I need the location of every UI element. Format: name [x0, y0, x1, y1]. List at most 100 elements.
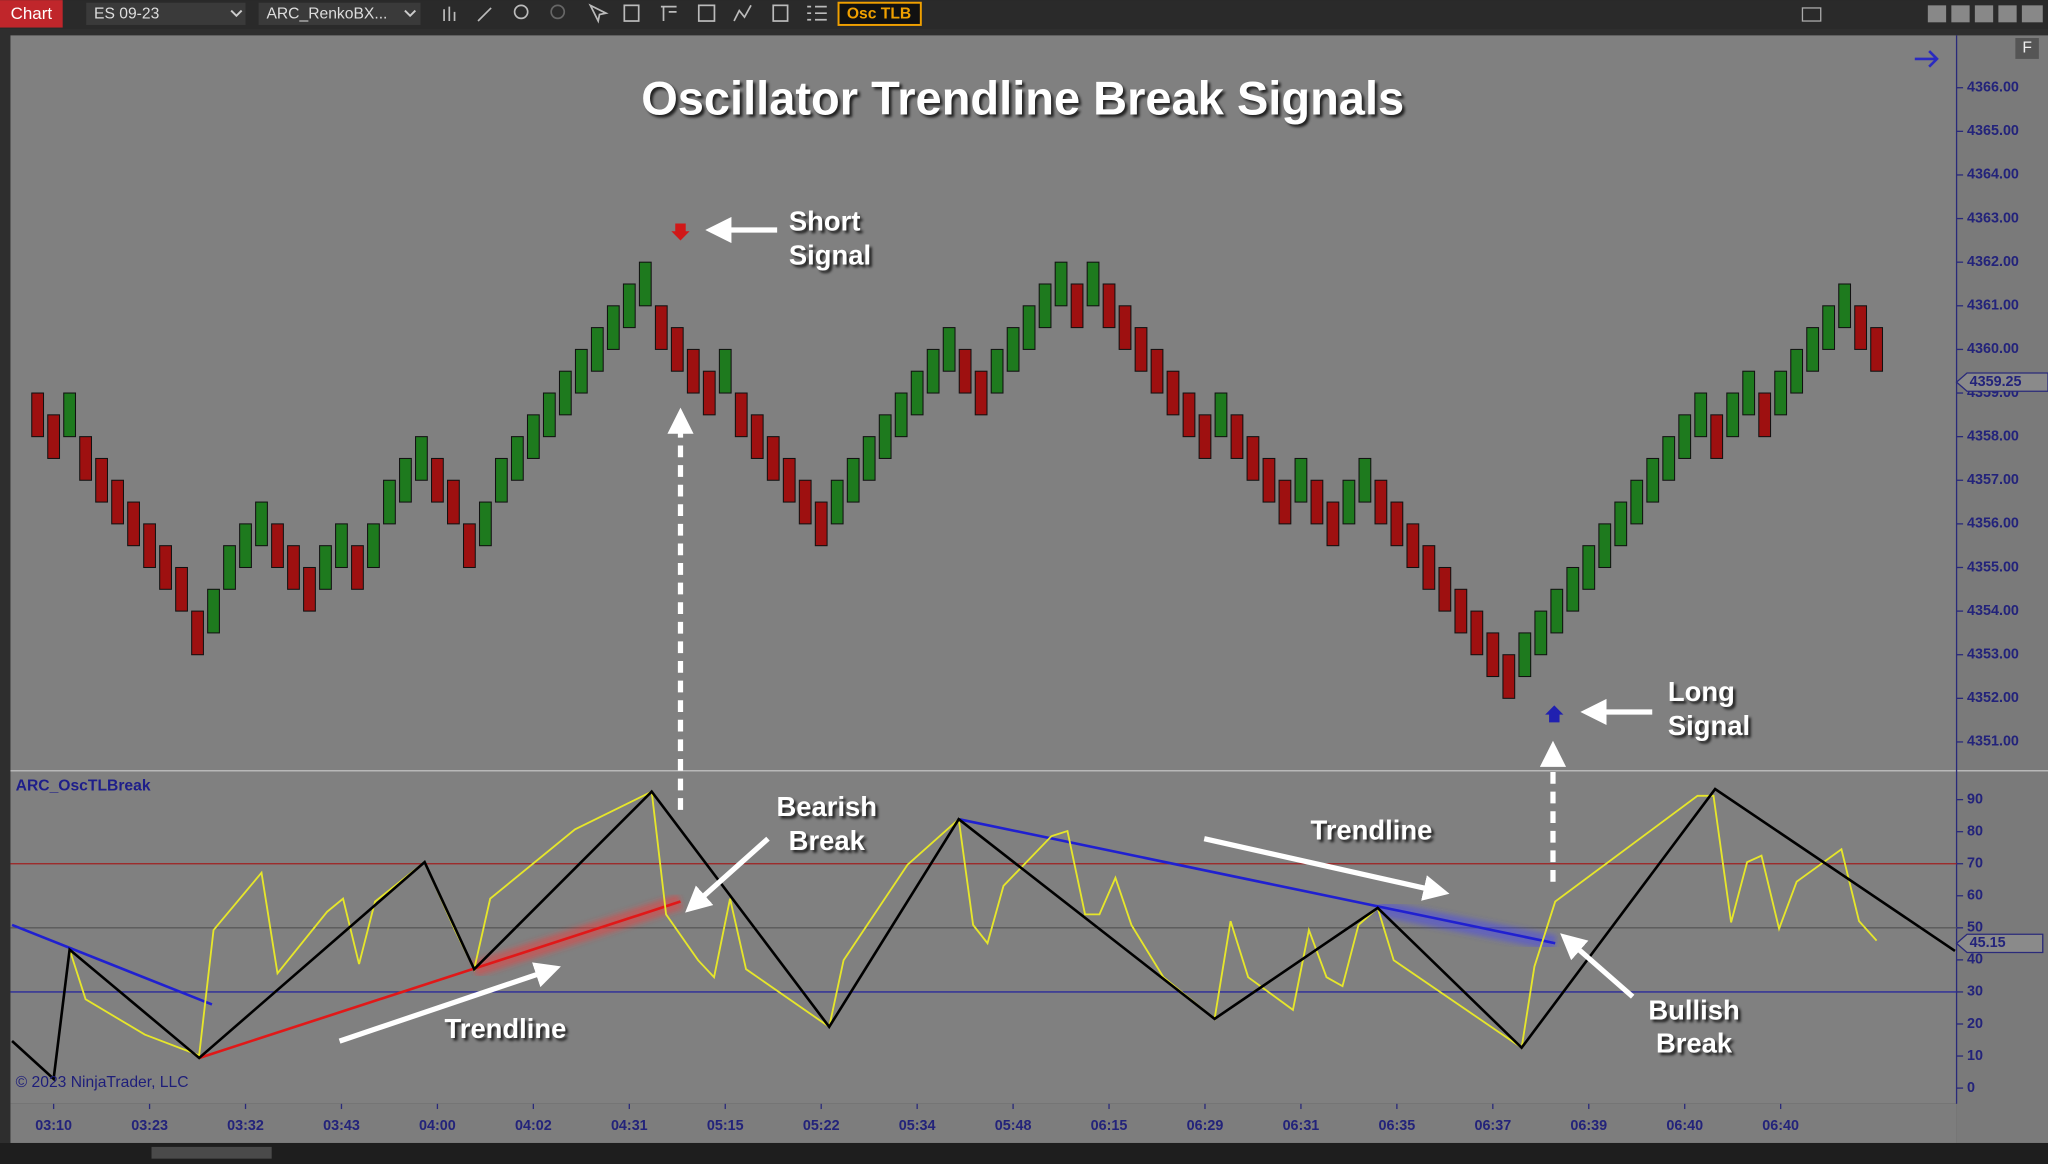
x-tick-label: 03:32 [227, 1118, 264, 1134]
renko-bar [1742, 370, 1756, 416]
y-tick-label: 80 [1967, 823, 1983, 839]
renko-bar [1038, 283, 1052, 329]
long-signal-arrow [1545, 705, 1564, 723]
scroll-thumb[interactable] [151, 1146, 272, 1159]
y-tick-label: 4357.00 [1967, 472, 2019, 488]
x-tick-label: 06:40 [1666, 1118, 1703, 1134]
renko-bar [734, 392, 748, 438]
osc-tlb-label: Osc TLB [847, 6, 911, 23]
renko-bar [1710, 414, 1724, 459]
y-tick-label: 4354.00 [1967, 603, 2019, 619]
toolbar-icons[interactable] [443, 3, 827, 24]
renko-bar [1438, 566, 1452, 612]
renko-bar [814, 501, 828, 547]
y-tick-label: 4352.00 [1967, 690, 2019, 706]
callout-arrows [338, 216, 1653, 1044]
renko-bar [1342, 479, 1356, 525]
renko-bar [526, 414, 540, 459]
renko-bar [558, 370, 572, 416]
x-tick-label: 04:31 [611, 1118, 648, 1134]
instrument-dropdown[interactable] [86, 2, 246, 25]
x-tick-label: 05:15 [707, 1118, 744, 1134]
renko-bar [1310, 479, 1324, 525]
renko-bar [1102, 283, 1116, 329]
scrollbar[interactable] [0, 1142, 2048, 1164]
x-tick-label: 05:34 [899, 1118, 936, 1134]
renko-bar [1550, 588, 1564, 634]
last-value-label: 45.15 [1970, 935, 2006, 951]
renko-bar [974, 370, 988, 416]
renko-bar [303, 566, 316, 612]
y-tick-label: 0 [1967, 1080, 1975, 1096]
renko-bar [31, 392, 45, 438]
renko-bar [1262, 457, 1276, 503]
renko-bar [383, 479, 396, 525]
renko-bar [846, 457, 860, 503]
renko-bar [766, 436, 780, 481]
renko-bar [1870, 327, 1884, 372]
renko-bar [638, 261, 652, 307]
renko-bar [1406, 523, 1420, 569]
renko-bar [830, 479, 844, 525]
renko-bar [1822, 305, 1836, 350]
renko-bar [1246, 436, 1260, 481]
scroll-right-arrow[interactable] [1914, 50, 1939, 68]
renko-bar [1118, 305, 1132, 350]
annotation: Trendline [445, 1013, 567, 1044]
osc-tlb-button[interactable] [837, 1, 922, 26]
renko-bar [1534, 610, 1548, 656]
renko-bar [1486, 632, 1500, 678]
renko-bar [271, 523, 284, 569]
renko-bar [990, 348, 1004, 394]
panel-button[interactable] [2015, 38, 2039, 59]
renko-bar [111, 479, 124, 525]
renko-bar [223, 545, 236, 590]
renko-bar [255, 501, 268, 547]
renko-bar [1422, 545, 1436, 590]
y-axis-area [1956, 35, 2048, 1143]
last-value-tag [1955, 933, 2044, 954]
renko-bar [351, 545, 364, 590]
short-signal-arrow [671, 223, 690, 241]
renko-bar [335, 523, 348, 569]
renko-bar [207, 588, 220, 634]
x-tick-label: 06:35 [1379, 1118, 1416, 1134]
renko-bar [942, 327, 956, 372]
bartype-label: ARC_RenkoBX... [266, 6, 387, 23]
renko-bar [1182, 392, 1196, 438]
renko-bar [958, 348, 972, 394]
chart-tab[interactable] [0, 0, 63, 28]
renko-bar [1070, 283, 1084, 329]
renko-bar [319, 545, 332, 590]
renko-bar [143, 523, 156, 569]
x-tick-label: 03:10 [35, 1118, 72, 1134]
x-tick-label: 06:29 [1187, 1118, 1224, 1134]
renko-bar [1470, 610, 1484, 656]
bartype-dropdown[interactable] [258, 2, 421, 25]
y-tick-label: 70 [1967, 856, 1983, 872]
renko-bar [1326, 501, 1340, 547]
oscillator-line [68, 790, 1878, 1057]
renko-bar [1294, 457, 1308, 503]
y-tick-label: 40 [1967, 952, 1983, 968]
chart-tab-label: Chart [11, 4, 53, 23]
renko-bar [1198, 414, 1212, 459]
renko-bar [1502, 654, 1516, 699]
renko-bar [462, 523, 476, 569]
renko-bar [718, 348, 732, 394]
window-buttons[interactable] [1801, 5, 2043, 23]
x-tick-label: 05:48 [995, 1118, 1032, 1134]
oscillator-line [11, 787, 1956, 1082]
y-tick-label: 90 [1967, 791, 1983, 807]
trendline [198, 900, 681, 1060]
indicator-label: ARC_OscTLBreak [16, 778, 151, 795]
y-tick-label: 4364.00 [1967, 167, 2019, 183]
renko-bar [1518, 632, 1532, 678]
renko-bar [1166, 370, 1180, 416]
renko-bar [622, 283, 636, 329]
y-tick-label: 60 [1967, 888, 1983, 904]
y-tick-label: 4363.00 [1967, 210, 2019, 226]
y-tick-label: 20 [1967, 1016, 1983, 1032]
renko-bar [1598, 523, 1612, 569]
renko-bar [1726, 392, 1740, 438]
